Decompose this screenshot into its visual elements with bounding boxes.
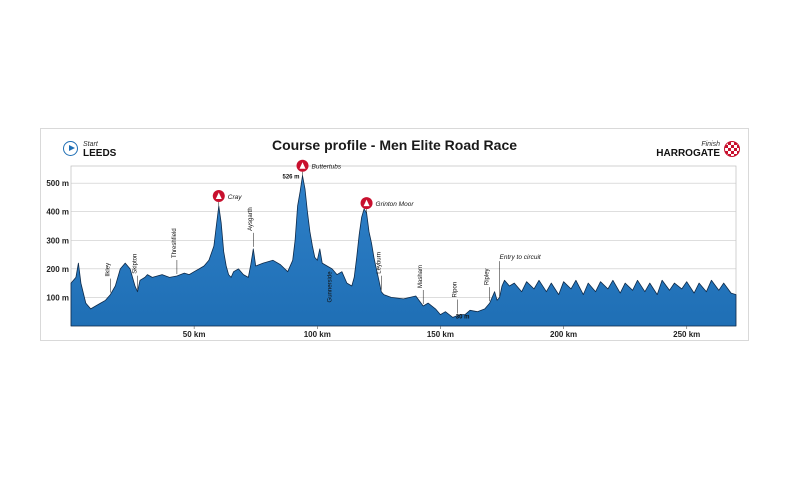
chart-title: Course profile - Men Elite Road Race [271,137,518,153]
place-label-threshfield: Threshfield [172,228,178,258]
min-elevation-label: 30 m [456,314,470,320]
checkered-flag-icon [724,141,740,157]
y-tick-label: 200 m [46,265,69,274]
place-label-skipton: Skipton [133,254,139,274]
play-icon [63,141,78,156]
mountain-icon [363,199,370,207]
y-tick-label: 300 m [46,236,69,245]
x-tick-label: 200 km [550,330,577,339]
place-label-leyburn: Leyburn [376,252,382,274]
mountain-icon [299,162,306,169]
start-place: LEEDS [83,148,117,159]
y-tick-label: 400 m [46,208,69,217]
course-profile-card: Course profile - Men Elite Road Race Sta… [40,128,749,341]
x-tick-label: 100 km [304,330,331,339]
place-label-masham: Masham [418,265,424,288]
elevation-profile-chart: 100 m 200 m 300 m 400 m 500 m 50 km 100 km 150 … [46,159,737,339]
climb-label: Buttertubs [312,164,342,171]
y-tick-label: 100 m [46,293,69,302]
mountain-icon [215,192,222,199]
entry-to-circuit-label: Entry to circuit [500,254,542,261]
y-tick-label: 500 m [46,179,69,188]
place-label-ripon: Ripon [453,282,459,298]
place-label-gunnerside: Gunnerside [328,271,334,303]
x-tick-label: 250 km [673,330,700,339]
place-label-aysgarth: Aysgarth [248,207,254,231]
finish-place: HARROGATE [656,148,720,159]
start-label: Start [83,141,98,148]
finish-label: Finish [701,141,720,148]
climb-label: Grinton Moor [376,201,415,208]
place-label-ilkley: Ilkley [105,263,111,277]
climb-label: Cray [228,194,242,201]
elevation-area [70,175,737,327]
place-label-ripley: Ripley [485,268,491,285]
max-elevation-label: 526 m [283,175,300,181]
x-tick-label: 150 km [427,330,454,339]
x-tick-label: 50 km [183,330,206,339]
